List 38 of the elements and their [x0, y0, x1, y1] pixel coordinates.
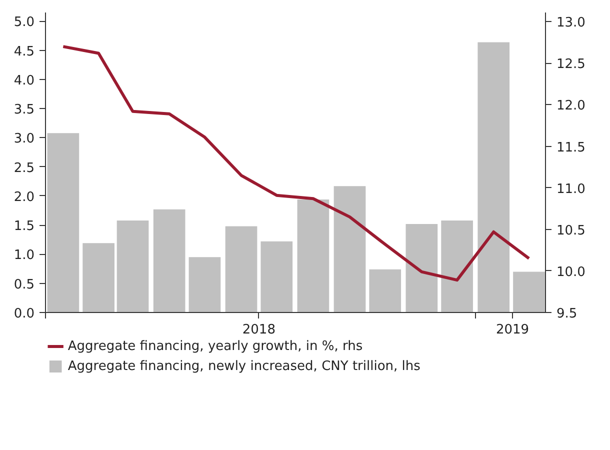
bar: [188, 257, 221, 312]
y2-tick-label: 13.0: [556, 16, 586, 31]
y-tick-label: 2.5: [14, 160, 35, 176]
y2-tick-label: 12.5: [556, 57, 586, 72]
y-tick-label: 0.0: [14, 306, 35, 322]
y2-tick-label: 12.0: [556, 98, 586, 114]
bar: [82, 243, 114, 312]
y-tick-label: 5.0: [14, 15, 35, 30]
bar: [47, 133, 80, 312]
bar: [406, 224, 438, 312]
bar: [513, 272, 545, 312]
line-series: [62, 45, 530, 282]
bar: [260, 241, 293, 312]
bar: [478, 42, 510, 312]
y-tick-label: 3.0: [14, 132, 35, 147]
y-tick-label: 0.5: [14, 277, 35, 292]
x-tick-label: 2018: [242, 322, 276, 338]
bar: [225, 226, 258, 312]
y2-tick-label: 11.0: [556, 182, 586, 197]
bar: [369, 269, 402, 312]
y-tick-label: 4.5: [14, 44, 35, 60]
y2-tick-label: 11.5: [556, 140, 586, 156]
y-tick-label: 1.5: [14, 219, 35, 234]
legend-label: Aggregate financing, yearly growth, in %, rhs: [68, 339, 363, 354]
y2-tick-label: 10.5: [556, 223, 586, 238]
bar: [297, 199, 330, 312]
y-tick-label: 4.0: [14, 73, 35, 88]
y-tick-label: 3.5: [14, 102, 35, 118]
bar: [441, 220, 473, 312]
bar: [334, 186, 366, 312]
y-tick-label: 2.0: [14, 190, 35, 205]
bar: [153, 209, 186, 312]
y-tick-label: 1.0: [14, 248, 35, 264]
x-tick-label: 2019: [496, 322, 530, 338]
y2-tick-label: 9.5: [556, 306, 578, 322]
legend-label: Aggregate financing, newly increased, CNY trillion, lhs: [68, 359, 421, 374]
bar: [116, 220, 149, 312]
y2-tick-label: 10.0: [556, 264, 586, 280]
